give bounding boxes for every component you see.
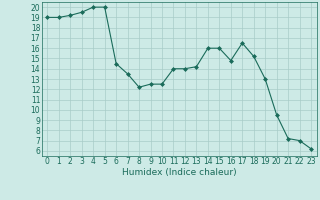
X-axis label: Humidex (Indice chaleur): Humidex (Indice chaleur) (122, 168, 236, 177)
